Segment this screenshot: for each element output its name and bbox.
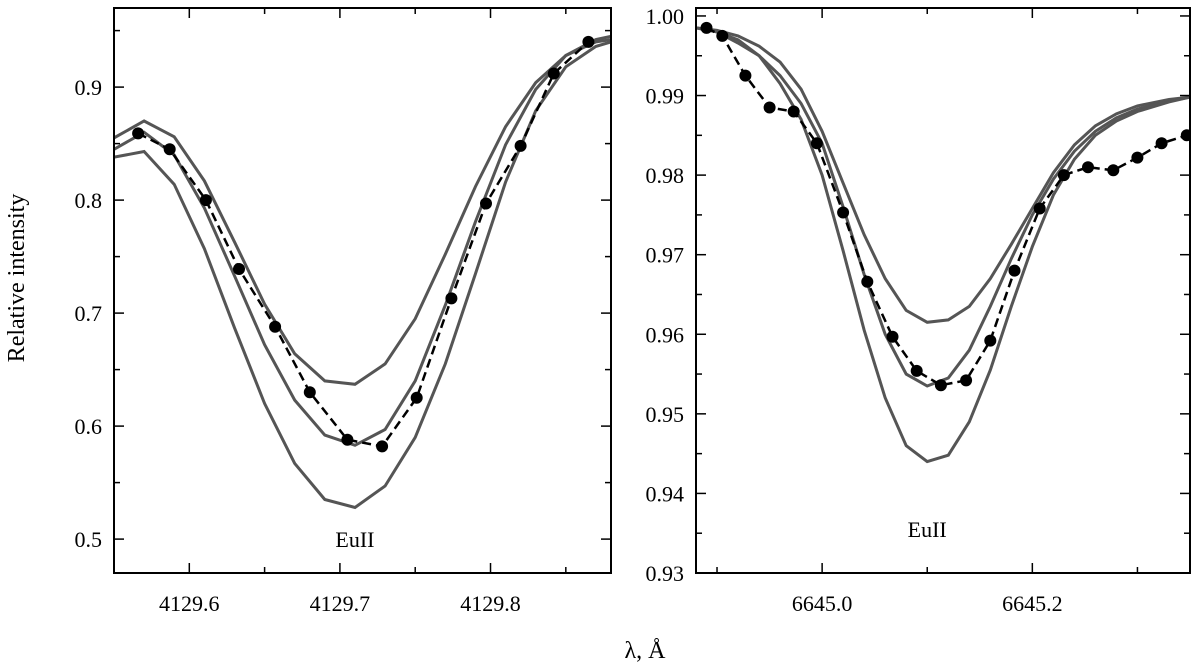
- x-axis-label: λ, Å: [625, 638, 667, 664]
- observed-data-point: [700, 21, 713, 34]
- observed-data-point: [480, 197, 492, 210]
- y-tick-label: 0.95: [646, 402, 685, 427]
- y-tick-label: 0.97: [646, 243, 685, 268]
- observed-data-point: [269, 320, 282, 333]
- x-tick-label: 4129.8: [460, 591, 521, 616]
- observed-data-point: [1008, 264, 1021, 277]
- observed-data-point: [341, 433, 354, 446]
- observed-data-point: [934, 379, 947, 392]
- observed-data-point: [739, 69, 752, 82]
- y-axis-label: Relative intensity: [4, 194, 30, 363]
- y-tick-label: 0.98: [646, 163, 685, 188]
- model-profile-line-1: [696, 26, 1190, 324]
- y-tick-label: 1.00: [646, 4, 685, 29]
- observed-data-point: [199, 194, 212, 207]
- observed-data-point: [303, 386, 316, 399]
- observed-data-point: [1082, 161, 1094, 174]
- axes-frame: [695, 7, 1191, 574]
- observed-data-point: [233, 263, 245, 275]
- observed-data-point: [716, 29, 729, 42]
- observed-data-point: [514, 139, 527, 152]
- y-tick-label: 0.94: [646, 481, 685, 506]
- left-panel-eu-4129: 4129.6 4129.7 4129.8 0.5 0.6 0.7 0.8 0.9 EuII: [75, 7, 612, 616]
- observed-data-point: [787, 105, 800, 118]
- x-tick-label: 6645.2: [1002, 591, 1063, 616]
- observed-data-point: [960, 374, 973, 387]
- observed-profile-line: [137, 40, 590, 448]
- observed-data-point: [763, 101, 776, 114]
- model-profile-line-3: [696, 26, 1190, 464]
- observed-profile-line: [705, 26, 1188, 387]
- model-profile-line-2: [114, 34, 611, 447]
- observed-data-point: [886, 330, 899, 343]
- observed-data-point: [410, 391, 423, 404]
- y-tick-label: 0.5: [75, 527, 103, 552]
- plot-area: [114, 34, 611, 510]
- y-tick-label: 0.9: [75, 75, 103, 100]
- observed-data-point: [132, 127, 145, 140]
- y-tick-label: 0.96: [646, 322, 685, 347]
- observed-data-point: [1155, 137, 1168, 150]
- observed-data-point: [1131, 151, 1144, 164]
- y-tick-label: 0.99: [646, 84, 685, 109]
- axes-frame: [113, 7, 612, 574]
- observed-data-point: [582, 35, 595, 48]
- line-annotation: EuII: [908, 517, 947, 542]
- model-profile-line-3: [114, 40, 611, 510]
- x-tick-label: 6645.0: [792, 591, 853, 616]
- x-tick-label: 4129.7: [310, 591, 371, 616]
- y-tick-label: 0.6: [75, 414, 103, 439]
- observed-data-point: [810, 137, 823, 150]
- observed-data-point: [861, 275, 874, 288]
- right-panel-eu-6645: 6645.0 6645.2 0.93 0.94 0.95 0.96 0.97 0.98 0.99…: [646, 4, 1191, 616]
- observed-data-point: [984, 334, 997, 347]
- observed-data-point: [1057, 169, 1070, 182]
- line-annotation: EuII: [335, 527, 374, 552]
- model-profile-line-2: [696, 26, 1190, 388]
- x-tick-label: 4129.6: [159, 591, 220, 616]
- y-tick-label: 0.7: [75, 301, 103, 326]
- y-tick-label: 0.93: [646, 561, 685, 586]
- model-profile-line-1: [114, 38, 611, 386]
- plot-area: [696, 21, 1190, 464]
- observed-data-point: [1107, 164, 1120, 177]
- observed-data-point: [163, 143, 176, 156]
- observed-data-point: [376, 440, 389, 453]
- observed-data-point: [837, 206, 850, 219]
- y-tick-label: 0.8: [75, 188, 103, 213]
- observed-data-point: [547, 67, 560, 80]
- observed-data-point: [910, 364, 923, 377]
- observed-data-point: [445, 292, 458, 305]
- observed-data-point: [1033, 202, 1046, 215]
